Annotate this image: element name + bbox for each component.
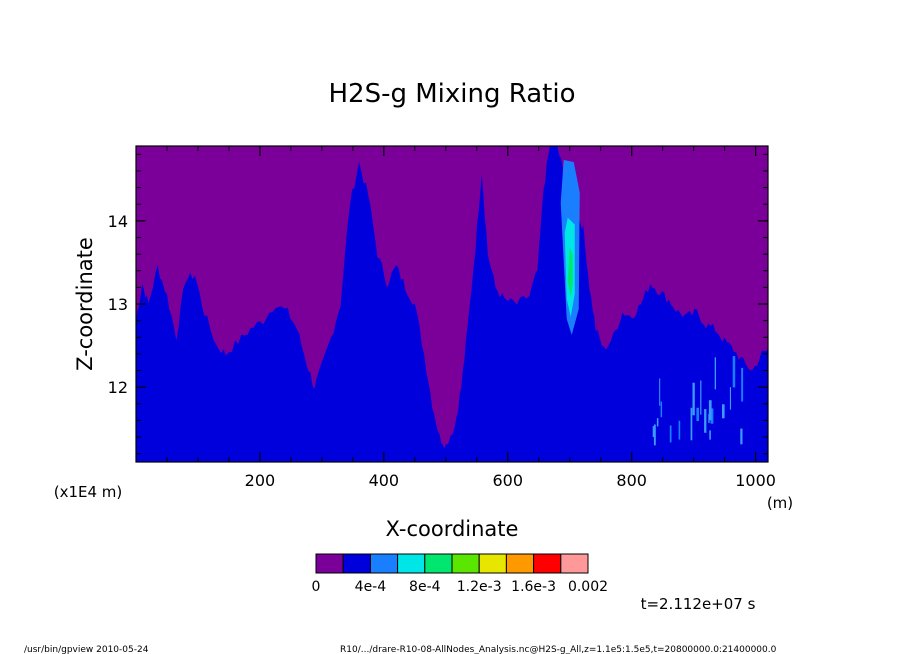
light-streak	[729, 387, 731, 410]
colorbar-label: 8e-4	[409, 579, 441, 595]
colorbar-label: 1.2e-3	[457, 579, 502, 595]
light-streak	[678, 420, 681, 440]
plot-area	[135, 145, 769, 463]
colorbar-label: 0.002	[568, 579, 608, 595]
x-axis: 200 400 600 800 1000	[166, 146, 776, 490]
x-axis-unit: (m)	[767, 494, 793, 512]
light-streak	[732, 356, 736, 388]
y-axis-label: Z-coordinate	[73, 237, 97, 371]
colorbar-swatch	[533, 553, 562, 574]
x-tick-label: 600	[492, 471, 523, 490]
y-tick-label: 14	[108, 212, 128, 231]
light-streak	[710, 408, 714, 424]
colorbar-label: 1.6e-3	[511, 579, 556, 595]
chart-title: H2S-g Mixing Ratio	[328, 79, 575, 109]
colorbar-swatch	[369, 553, 399, 574]
colorbar-swatch	[478, 553, 507, 574]
light-streak	[700, 380, 702, 415]
light-streak	[722, 404, 725, 419]
colorbar-swatch	[505, 553, 535, 574]
time-label: t=2.112e+07 s	[641, 595, 756, 613]
colorbar-label: 0	[312, 579, 321, 595]
light-streak	[741, 367, 744, 402]
light-streak	[714, 357, 716, 390]
light-streak	[690, 407, 693, 441]
light-streak	[659, 378, 661, 406]
colorbar-swatch	[397, 553, 426, 574]
light-streak	[740, 428, 743, 445]
x-tick-label: 400	[369, 471, 400, 490]
light-streak	[653, 424, 656, 446]
light-streak	[656, 418, 659, 427]
colorbar-swatch	[424, 553, 453, 574]
x-axis-label: X-coordinate	[386, 517, 519, 541]
colorbar-labels: 0 4e-4 8e-4 1.2e-3 1.6e-3 0.002	[312, 579, 609, 595]
x-tick-label: 800	[616, 471, 647, 490]
y-axis: 12 13 14	[108, 153, 768, 455]
colorbar-swatch	[315, 553, 344, 574]
colorbar-swatch	[451, 553, 480, 574]
x-tick-label: 1000	[735, 471, 776, 490]
footer-left: /usr/bin/gpview 2010-05-24	[24, 645, 149, 654]
light-streaks	[652, 356, 744, 446]
x-tick-label: 200	[245, 471, 276, 490]
footer-right: R10/.../drare-R10-08-AllNodes_Analysis.n…	[340, 645, 777, 654]
plume-core	[567, 247, 573, 297]
colorbar-label: 4e-4	[355, 579, 387, 595]
light-streak	[696, 407, 699, 421]
light-streak	[704, 409, 707, 433]
light-streak	[652, 426, 655, 437]
colorbar-swatch	[560, 553, 589, 574]
field-region-4e-4	[136, 146, 768, 462]
light-streak	[692, 382, 695, 416]
y-axis-scale-note: (x1E4 m)	[54, 483, 123, 501]
light-streak	[709, 430, 711, 440]
light-streak	[669, 425, 672, 443]
colorbar-swatch	[342, 553, 371, 574]
y-tick-label: 12	[108, 378, 128, 397]
y-tick-label: 13	[108, 295, 128, 314]
colorbar	[315, 553, 589, 574]
light-streak	[708, 400, 712, 421]
light-streak	[660, 401, 663, 418]
